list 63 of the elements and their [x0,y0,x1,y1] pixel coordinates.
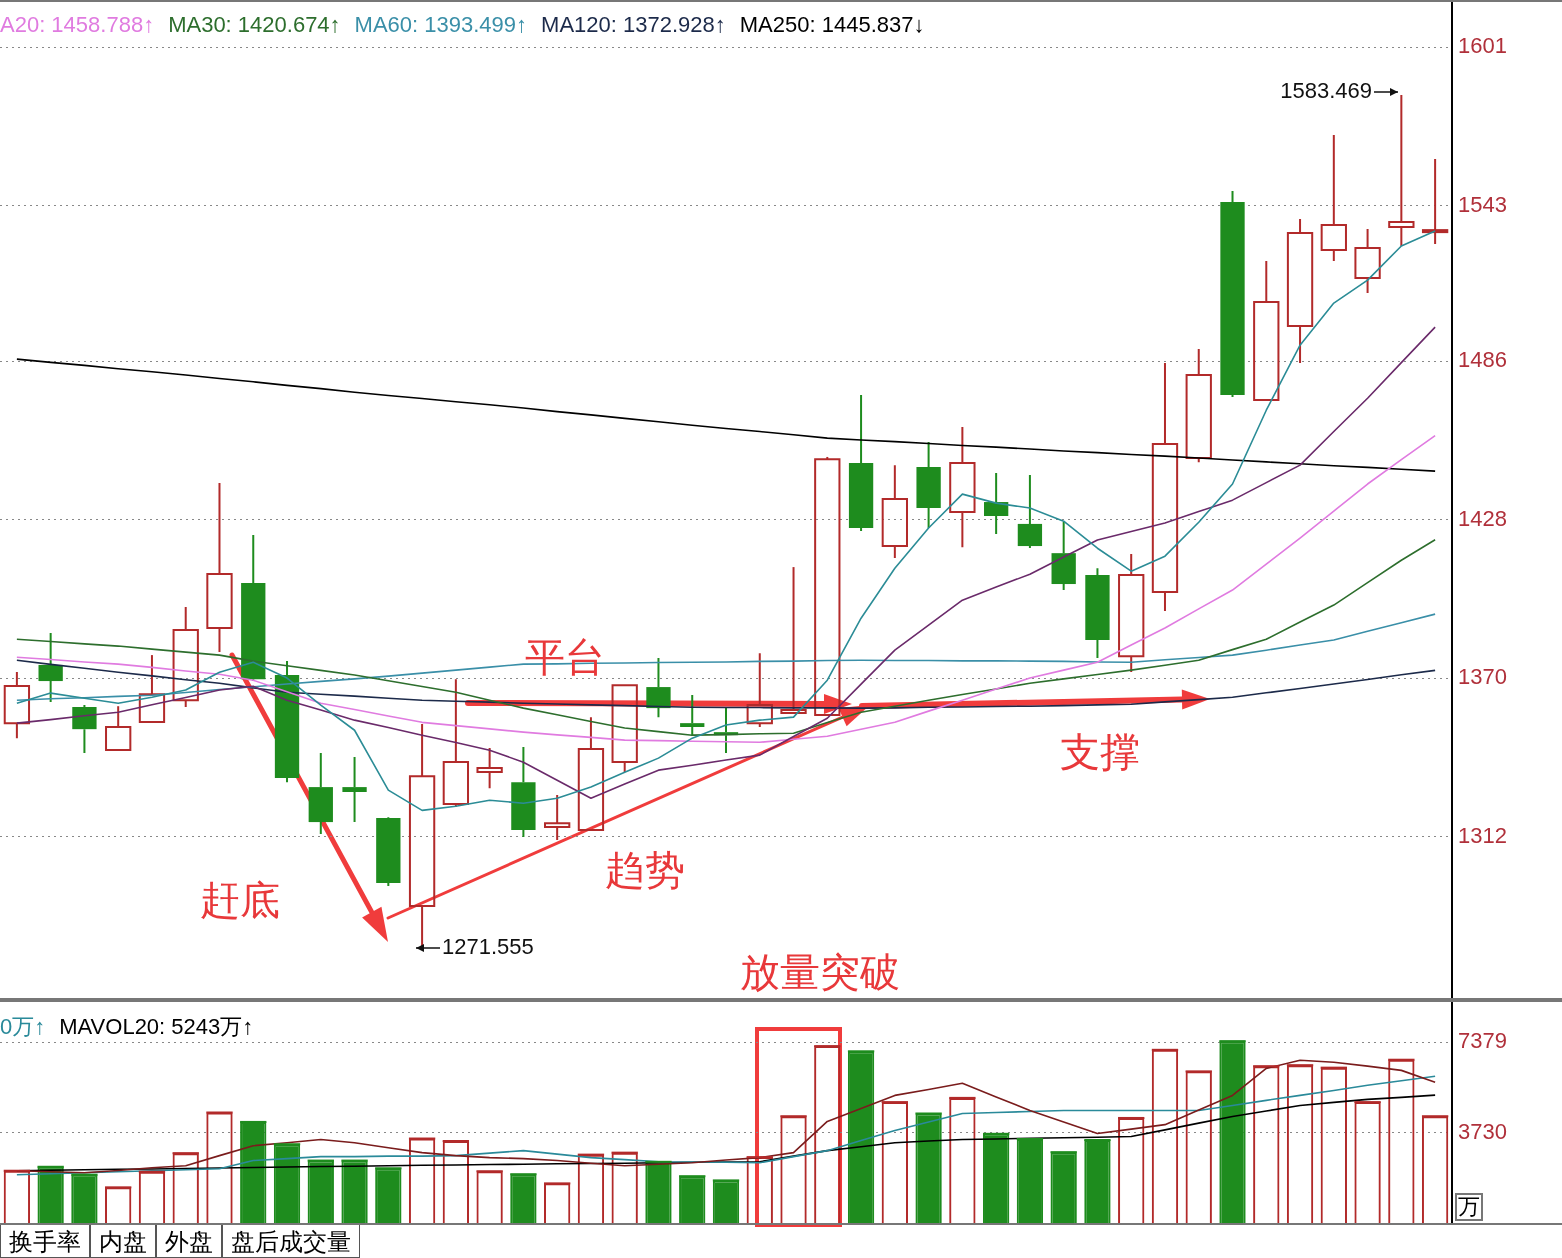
annotation: 趋势 [605,848,685,893]
candlestick [646,657,671,719]
candlestick [949,425,976,549]
y-tick-label: 1370 [1458,664,1507,690]
y-tick-label: 1312 [1458,822,1507,848]
candlestick [1151,361,1179,613]
candlestick [1354,228,1381,294]
candlestick [1118,552,1145,674]
text: 0万↑ [0,1013,46,1041]
text: MA250: 1445.837↓ [739,12,925,38]
candlestick [1388,93,1415,247]
candlestick [780,566,807,715]
candlestick [511,745,536,839]
candlestick [1320,134,1347,262]
candlestick [1253,260,1280,402]
text: MA60: 1393.499↑ [354,12,528,38]
text: MA30: 1420.674↑ [168,12,341,38]
candlestick [1421,158,1449,246]
candlestick [138,654,166,724]
candlestick [206,481,233,654]
annotation: 放量突破 [740,950,900,995]
candlestick [342,756,367,824]
candlestick [1051,521,1076,592]
text: 外盘 [156,1225,222,1258]
candlestick [848,393,874,533]
candlestick [3,671,31,740]
text: A20: 1458.788↑ [0,12,155,38]
y-tick-label: 3730 [1458,1118,1507,1144]
candlestick [105,705,132,751]
text: MA120: 1372.928↑ [541,12,726,38]
y-tick-label: 1601 [1458,33,1507,59]
candlestick [1085,567,1110,660]
candlestick [72,704,97,754]
candlestick [38,631,63,704]
candlestick [680,694,705,737]
text: 换手率 [0,1225,90,1258]
annotation: 1271.555 [442,934,534,960]
candlestick [881,464,908,560]
candlestick [916,440,941,530]
candlestick [274,660,300,784]
candlestick [1185,348,1212,464]
text: 内盘 [90,1225,156,1258]
text: 盘后成交量 [222,1225,360,1258]
candlestick [983,472,1009,536]
y-tick-label: 7379 [1458,1028,1507,1054]
candlestick [1017,473,1043,549]
text: MAVOL20: 5243万↑ [59,1013,254,1041]
annotation: 1583.469 [1280,78,1372,104]
y-tick-label: 1486 [1458,347,1507,373]
candlestick [308,751,333,836]
candlestick [577,716,605,832]
candlestick [1220,190,1245,399]
y-tick-label: 1428 [1458,505,1507,531]
candlestick [544,794,571,842]
candlestick [476,747,503,790]
annotation: 支撑 [1060,730,1140,775]
candlestick [172,606,199,709]
candlestick [1286,217,1314,364]
candlestick [376,817,401,888]
annotation: 赶底 [200,878,280,923]
y-tick-label: 1543 [1458,191,1507,217]
candlestick [746,652,773,728]
y-axis-title: 万 [1455,1193,1483,1221]
